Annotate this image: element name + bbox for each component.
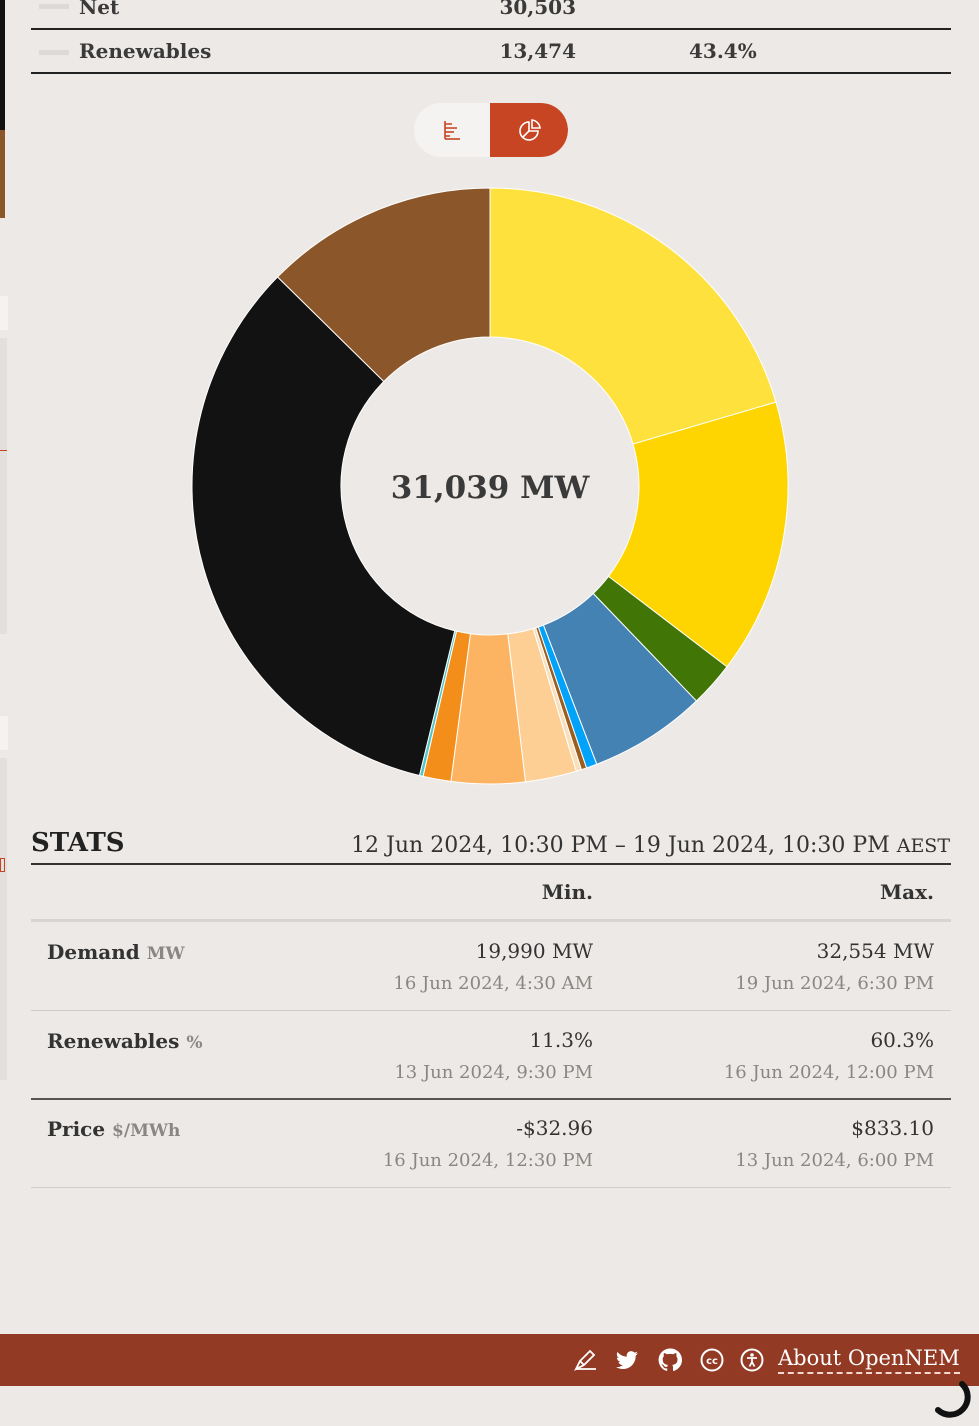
renewables-max-value: 60.3% — [870, 1028, 934, 1052]
renewables-min-date: 13 Jun 2024, 9:30 PM — [394, 1062, 593, 1083]
stats-row-label-demand: Demand MW — [47, 940, 185, 964]
price-max-date: 13 Jun 2024, 6:00 PM — [735, 1150, 934, 1171]
donut-slice[interactable] — [276, 187, 491, 383]
donut-total-label: 31,039 MW — [390, 470, 590, 506]
about-opennem-link[interactable]: About OpenNEM — [778, 1346, 960, 1374]
stats-title-rule — [31, 863, 951, 865]
summary-bottom-rule — [31, 72, 951, 74]
price-min-value: -$32.96 — [516, 1116, 593, 1140]
summary-label: Net — [79, 0, 120, 19]
pie-chart-icon — [519, 119, 541, 141]
demand-min-value: 19,990 MW — [475, 939, 593, 963]
stats-row-divider — [31, 1187, 951, 1188]
summary-value: 13,474 — [499, 39, 576, 63]
demand-max-value: 32,554 MW — [816, 939, 934, 963]
row-unit: $/MWh — [112, 1121, 181, 1141]
stats-header-rule — [31, 919, 951, 922]
donut-slice[interactable] — [489, 187, 777, 445]
max-column-header: Max. — [880, 880, 934, 904]
pie-chart-button[interactable] — [490, 103, 568, 157]
edit-icon[interactable] — [572, 1347, 598, 1373]
summary-label: Renewables — [79, 39, 212, 63]
donut-slice[interactable] — [607, 401, 789, 668]
github-icon[interactable] — [657, 1347, 683, 1373]
donut-slice[interactable] — [191, 276, 456, 777]
legend-swatch — [39, 4, 69, 9]
stats-title: STATS — [31, 828, 125, 858]
row-unit: % — [186, 1033, 203, 1053]
stats-row-label-renewables: Renewables % — [47, 1029, 202, 1053]
chart-type-toggle — [414, 103, 568, 157]
accessibility-icon[interactable] — [739, 1347, 765, 1373]
summary-row-renewables: Renewables 13,474 43.4% — [31, 30, 951, 74]
renewables-min-value: 11.3% — [529, 1028, 593, 1052]
stats-section-divider — [31, 1098, 951, 1100]
min-column-header: Min. — [541, 880, 593, 904]
stats-range-text: 12 Jun 2024, 10:30 PM – 19 Jun 2024, 10:… — [351, 833, 890, 858]
bar-chart-button[interactable] — [414, 103, 492, 157]
row-label-text: Renewables — [47, 1029, 180, 1053]
price-max-value: $833.10 — [851, 1116, 934, 1140]
stats-row-divider — [31, 1010, 951, 1011]
row-unit: MW — [146, 944, 185, 964]
summary-pct: 43.4% — [689, 39, 757, 63]
row-label-text: Price — [47, 1117, 106, 1141]
twitter-icon[interactable] — [614, 1347, 640, 1373]
legend-swatch — [39, 50, 69, 55]
generation-donut-chart — [191, 187, 789, 785]
stats-date-range: 12 Jun 2024, 10:30 PM – 19 Jun 2024, 10:… — [351, 833, 950, 858]
stats-row-label-price: Price $/MWh — [47, 1117, 180, 1141]
summary-row-net: Net 30,503 — [31, 0, 951, 30]
footer-bar: cc About OpenNEM — [0, 1334, 979, 1386]
price-min-date: 16 Jun 2024, 12:30 PM — [382, 1150, 593, 1171]
stats-timezone: AEST — [896, 835, 950, 857]
loading-spinner-icon — [935, 1381, 971, 1418]
row-label-text: Demand — [47, 940, 140, 964]
demand-min-date: 16 Jun 2024, 4:30 AM — [393, 973, 593, 994]
bar-chart-icon — [444, 121, 460, 140]
summary-value: 30,503 — [499, 0, 576, 19]
demand-max-date: 19 Jun 2024, 6:30 PM — [735, 973, 934, 994]
svg-text:cc: cc — [706, 1356, 718, 1367]
renewables-max-date: 16 Jun 2024, 12:00 PM — [723, 1062, 934, 1083]
creative-commons-icon[interactable]: cc — [699, 1347, 725, 1373]
summary-divider — [31, 28, 951, 30]
